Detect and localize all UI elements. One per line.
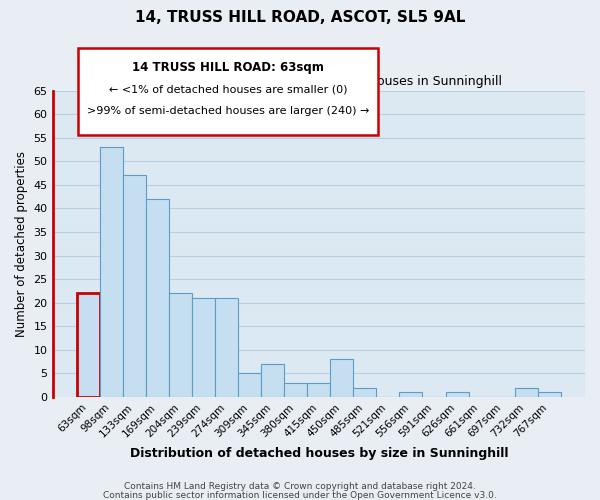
Text: >99% of semi-detached houses are larger (240) →: >99% of semi-detached houses are larger … [87,106,369,117]
Bar [400,392,422,397]
Bar [284,383,307,397]
Title: Size of property relative to detached houses in Sunninghill: Size of property relative to detached ho… [135,75,502,88]
Bar [192,298,215,397]
X-axis label: Distribution of detached houses by size in Sunninghill: Distribution of detached houses by size … [130,447,508,460]
Bar [123,176,146,397]
Bar [515,388,538,397]
Text: ← <1% of detached houses are smaller (0): ← <1% of detached houses are smaller (0) [109,85,347,95]
Bar [261,364,284,397]
Text: Contains HM Land Registry data © Crown copyright and database right 2024.: Contains HM Land Registry data © Crown c… [124,482,476,491]
Bar [538,392,561,397]
Bar [330,359,353,397]
Bar [146,199,169,397]
Y-axis label: Number of detached properties: Number of detached properties [15,151,28,337]
Bar [353,388,376,397]
Text: 14 TRUSS HILL ROAD: 63sqm: 14 TRUSS HILL ROAD: 63sqm [132,62,324,74]
Bar [169,293,192,397]
Bar [100,147,123,397]
Bar [215,298,238,397]
Text: 14, TRUSS HILL ROAD, ASCOT, SL5 9AL: 14, TRUSS HILL ROAD, ASCOT, SL5 9AL [135,10,465,25]
Bar [238,374,261,397]
Bar [307,383,330,397]
Text: Contains public sector information licensed under the Open Government Licence v3: Contains public sector information licen… [103,491,497,500]
Bar [77,293,100,397]
Bar [446,392,469,397]
